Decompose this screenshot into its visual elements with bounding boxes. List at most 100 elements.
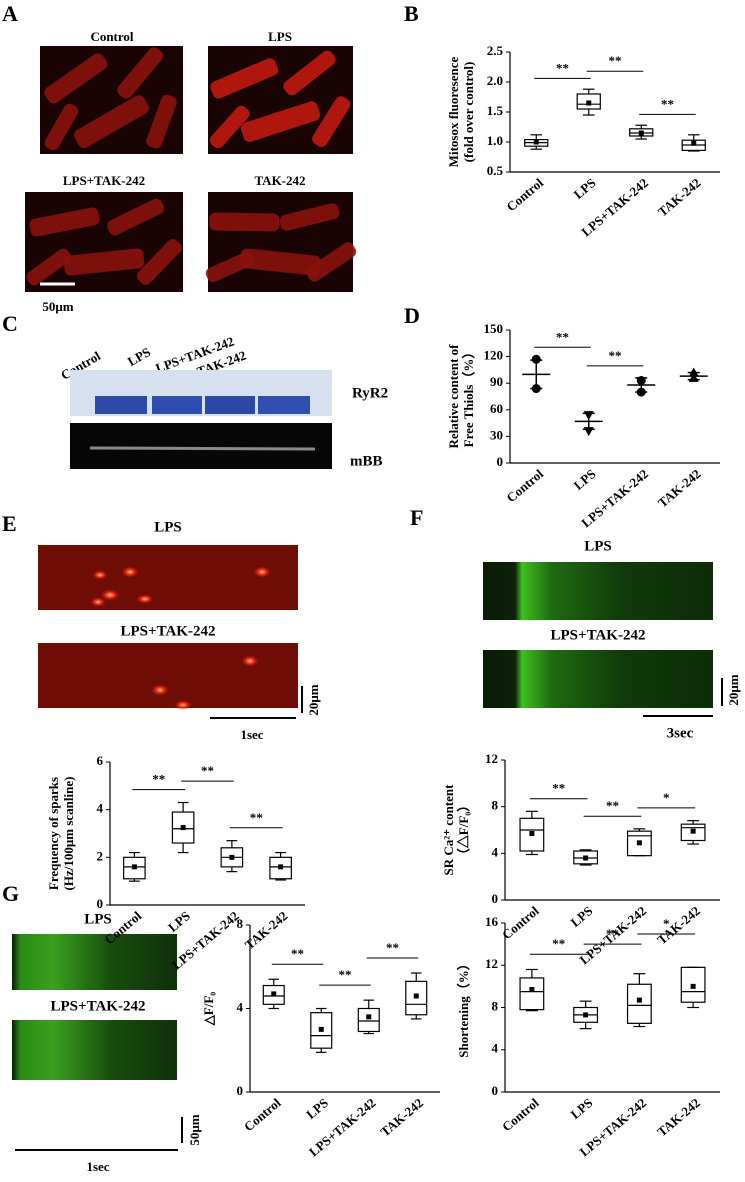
y-tick-label: 16 bbox=[485, 914, 499, 929]
spark bbox=[253, 566, 271, 578]
blot-band bbox=[89, 446, 316, 451]
x-tick-label: Control bbox=[503, 175, 546, 214]
box bbox=[626, 983, 652, 1024]
linescan-image bbox=[12, 934, 177, 990]
image-label: LPS bbox=[268, 29, 292, 44]
data-point bbox=[636, 387, 646, 397]
significance-label: * bbox=[663, 916, 670, 931]
y-axis-label: Relative content of bbox=[446, 344, 461, 449]
significance-label: ** bbox=[201, 763, 214, 778]
panel-letter: C bbox=[2, 311, 18, 336]
y-axis-label: (fold over control) bbox=[461, 62, 476, 163]
y-tick-label: 2.0 bbox=[487, 73, 503, 88]
y-tick-label: 0 bbox=[97, 896, 104, 911]
panel-letter: A bbox=[2, 1, 18, 26]
significance-label: * bbox=[663, 790, 670, 805]
y-tick-label: 12 bbox=[485, 956, 498, 971]
panel-a: Control LPS LPS+TAK-242 TAK-242 50μm bbox=[25, 29, 357, 314]
cell bbox=[107, 198, 165, 236]
spark bbox=[90, 597, 106, 607]
box bbox=[310, 1012, 333, 1049]
y-tick-label: 4 bbox=[492, 844, 499, 859]
linescan-image bbox=[483, 650, 713, 708]
x-tick-label: Control bbox=[499, 1095, 542, 1134]
spark bbox=[241, 655, 259, 667]
panel-letter: E bbox=[2, 511, 17, 536]
x-tick-label: LPS bbox=[571, 466, 599, 493]
blot-image bbox=[70, 423, 332, 469]
mean-marker bbox=[271, 991, 277, 997]
box bbox=[123, 856, 146, 880]
image-label: LPS+TAK-242 bbox=[63, 173, 145, 188]
significance-label: ** bbox=[339, 967, 352, 982]
mean-marker bbox=[691, 140, 697, 146]
y-tick-label: 4 bbox=[237, 999, 244, 1014]
blot-band bbox=[152, 396, 202, 414]
mean-marker bbox=[318, 1026, 324, 1032]
linescan-image bbox=[12, 1020, 177, 1080]
y-axis-label: （△F/F₀） bbox=[456, 799, 471, 861]
spark bbox=[174, 700, 192, 710]
x-tick-label: LPS bbox=[568, 903, 596, 930]
cell bbox=[74, 95, 149, 149]
blot-band bbox=[258, 396, 310, 414]
mean-marker bbox=[533, 139, 539, 145]
cell bbox=[136, 239, 182, 285]
micrographs bbox=[25, 46, 357, 292]
significance-label: ** bbox=[291, 946, 304, 961]
cell bbox=[306, 242, 357, 282]
y-axis-label: Free Thiols（%） bbox=[461, 346, 476, 448]
box bbox=[680, 823, 706, 842]
significance-label: ** bbox=[556, 329, 569, 344]
y-tick-label: 8 bbox=[492, 998, 499, 1013]
significance-label: ** bbox=[606, 798, 619, 813]
panel-letter: B bbox=[404, 1, 419, 26]
y-axis-label: (Hz/100μm scanline) bbox=[61, 777, 76, 891]
significance-label: ** bbox=[386, 940, 399, 955]
linescan-image bbox=[483, 562, 713, 620]
image-label: TAK-242 bbox=[254, 173, 305, 188]
significance-label: ** bbox=[552, 936, 565, 951]
row-label: mBB bbox=[350, 453, 383, 469]
y-tick-label: 8 bbox=[492, 798, 499, 813]
y-tick-label: 4 bbox=[492, 1041, 499, 1056]
lane-label: LPS bbox=[125, 344, 153, 369]
chart: 0 30 60 90 120 150 Relative content of Free Thi… bbox=[446, 321, 720, 530]
y-tick-label: 0 bbox=[497, 454, 504, 469]
linescan-image bbox=[38, 545, 298, 610]
image-label: LPS bbox=[584, 538, 612, 554]
cell bbox=[146, 94, 177, 149]
mean-marker bbox=[636, 997, 642, 1003]
scale-label: 1sec bbox=[240, 727, 263, 742]
panel-f-images: LPS LPS+TAK-242 20μm 3sec bbox=[483, 538, 741, 741]
cell bbox=[209, 212, 280, 232]
cell bbox=[279, 203, 340, 231]
box bbox=[576, 93, 601, 110]
x-tick-label: LPS bbox=[568, 1095, 596, 1122]
row-label: RyR2 bbox=[352, 385, 388, 401]
data-point bbox=[688, 367, 699, 377]
panel-letter: D bbox=[404, 303, 420, 328]
data-point bbox=[583, 411, 594, 421]
y-tick-label: 6 bbox=[97, 753, 104, 768]
x-tick-label: TAK-242 bbox=[654, 1095, 703, 1139]
scale-label: 20μm bbox=[306, 684, 321, 715]
y-axis-label: Shortening（%） bbox=[456, 957, 471, 1057]
image-label: LPS+TAK-242 bbox=[51, 998, 146, 1014]
mean-marker bbox=[529, 831, 535, 836]
y-tick-label: 8 bbox=[237, 916, 244, 931]
image-label: LPS+TAK-242 bbox=[551, 627, 646, 643]
y-tick-label: 30 bbox=[490, 427, 503, 442]
blot-band bbox=[205, 396, 255, 414]
box bbox=[357, 1007, 380, 1033]
box bbox=[519, 817, 545, 852]
x-tick-label: TAK-242 bbox=[655, 466, 704, 510]
box bbox=[262, 984, 285, 1005]
panel-letters: A B C D E F G bbox=[2, 1, 423, 906]
cell bbox=[63, 248, 145, 276]
y-tick-label: 1.5 bbox=[487, 103, 504, 118]
cell bbox=[240, 248, 321, 276]
cell bbox=[26, 248, 71, 286]
x-tick-label: TAK-242 bbox=[655, 175, 704, 219]
